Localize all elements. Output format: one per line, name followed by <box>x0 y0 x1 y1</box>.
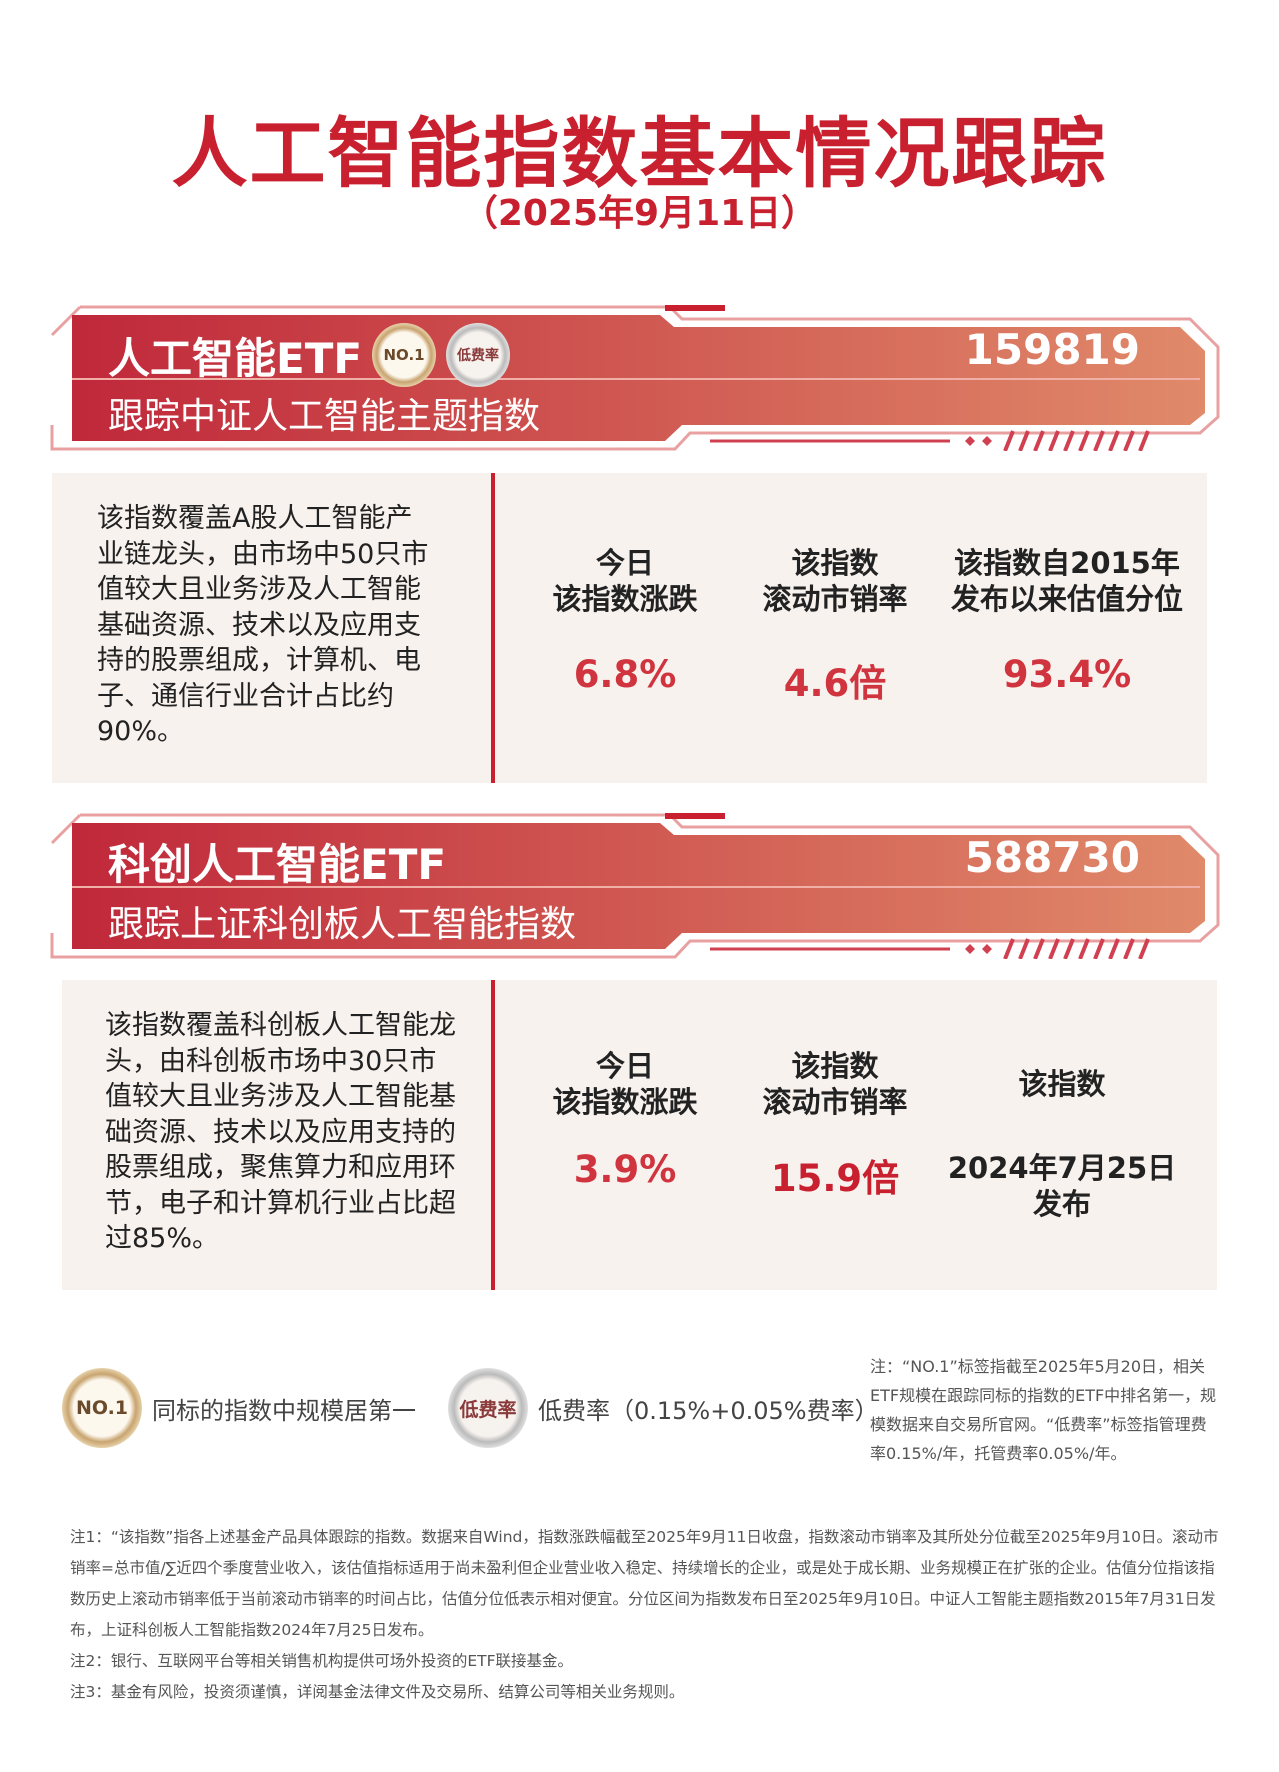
metric-ps-ratio: 该指数 滚动市销率 4.6倍 <box>720 545 950 705</box>
metric-label: 滚动市销率 <box>762 1085 908 1119</box>
metric-label: 发布以来估值分位 <box>950 582 1183 616</box>
metric-label: 该指数涨跌 <box>552 582 698 616</box>
footnote-2: 注2：银行、互联网平台等相关销售机构提供可场外投资的ETF联接基金。 <box>70 1652 574 1670</box>
divider <box>491 980 495 1290</box>
fund-code: 588730 <box>964 833 1140 882</box>
no1-badge-icon: NO.1 <box>62 1368 142 1448</box>
metric-label: 滚动市销率 <box>762 582 908 616</box>
banner-frame <box>50 305 1220 451</box>
metric-value: 4.6倍 <box>783 662 887 705</box>
report-date: （2025年9月11日） <box>461 193 818 234</box>
fund-banner-2: 科创人工智能ETF 跟踪上证科创板人工智能指数 588730 <box>50 813 1220 959</box>
metric-value: 3.9% <box>573 1148 677 1191</box>
metric-daily-change: 今日 该指数涨跌 6.8% <box>510 545 740 696</box>
metric-label: 该指数 <box>1018 1067 1106 1101</box>
legend-no1: NO.1 同标的指数中规模居第一 <box>62 1368 416 1448</box>
fund-info-box-1: 该指数覆盖A股人工智能产业链龙头，由市场中50只市值较大且业务涉及人工智能基础资… <box>52 473 1207 783</box>
metric-ps-ratio: 该指数 滚动市销率 15.9倍 <box>720 1048 950 1200</box>
metric-value: 2024年7月25日 <box>947 1151 1177 1185</box>
metric-launch-date: 该指数 2024年7月25日 发布 <box>922 1066 1202 1221</box>
fund-name: 人工智能ETF NO.1 低费率 <box>108 323 511 387</box>
low-fee-badge-icon: 低费率 <box>446 323 511 387</box>
badge-note: 注：“NO.1”标签指截至2025年5月20日，相关ETF规模在跟踪同标的指数的… <box>870 1357 1217 1463</box>
legend-low-fee: 低费率 低费率（0.15%+0.05%费率） <box>448 1368 879 1448</box>
fund-name: 科创人工智能ETF <box>108 831 446 892</box>
divider <box>491 473 495 783</box>
metric-daily-change: 今日 该指数涨跌 3.9% <box>510 1048 740 1191</box>
tracking-index: 跟踪上证科创板人工智能指数 <box>108 904 577 945</box>
fund-banner-1: 人工智能ETF NO.1 低费率 跟踪中证人工智能主题指数 159819 <box>50 305 1220 451</box>
metric-label: 该指数涨跌 <box>552 1085 698 1119</box>
footnote-3: 注3：基金有风险，投资须谨慎，详阅基金法律文件及交易所、结算公司等相关业务规则。 <box>70 1683 685 1701</box>
metric-valuation-percentile: 该指数自2015年 发布以来估值分位 93.4% <box>922 545 1212 696</box>
fund-name-text: 人工智能ETF <box>108 333 363 383</box>
metric-value: 6.8% <box>573 653 677 696</box>
metric-label: 该指数 <box>791 1049 879 1083</box>
banner-frame <box>50 813 1220 959</box>
fund-code: 159819 <box>964 325 1140 374</box>
page-title: 人工智能指数基本情况跟踪 <box>171 109 1108 198</box>
low-fee-badge-icon: 低费率 <box>448 1368 528 1448</box>
metric-label: 今日 <box>595 546 654 580</box>
metric-value: 15.9倍 <box>770 1157 900 1200</box>
metric-label: 该指数 <box>791 546 879 580</box>
metric-value: 发布 <box>1032 1187 1091 1221</box>
index-description: 该指数覆盖A股人工智能产业链龙头，由市场中50只市值较大且业务涉及人工智能基础资… <box>97 503 429 747</box>
fund-info-box-2: 该指数覆盖科创板人工智能龙头，由科创板市场中30只市值较大且业务涉及人工智能基础… <box>62 980 1217 1290</box>
index-description: 该指数覆盖科创板人工智能龙头，由科创板市场中30只市值较大且业务涉及人工智能基础… <box>105 1010 456 1254</box>
footnotes: 注1：“该指数”指各上述基金产品具体跟踪的指数。数据来自Wind，指数涨跌幅截至… <box>70 1522 1220 1708</box>
metric-label: 该指数自2015年 <box>954 546 1180 580</box>
tracking-index: 跟踪中证人工智能主题指数 <box>108 396 541 437</box>
metric-value: 93.4% <box>1002 653 1132 696</box>
fund-name-text: 科创人工智能ETF <box>108 840 447 889</box>
footnote-1: 注1：“该指数”指各上述基金产品具体跟踪的指数。数据来自Wind，指数涨跌幅截至… <box>70 1528 1219 1639</box>
legend-text: 同标的指数中规模居第一 <box>152 1396 416 1425</box>
metric-label: 今日 <box>595 1049 654 1083</box>
legend-text: 低费率（0.15%+0.05%费率） <box>538 1396 879 1425</box>
no1-badge-icon: NO.1 <box>372 323 437 387</box>
